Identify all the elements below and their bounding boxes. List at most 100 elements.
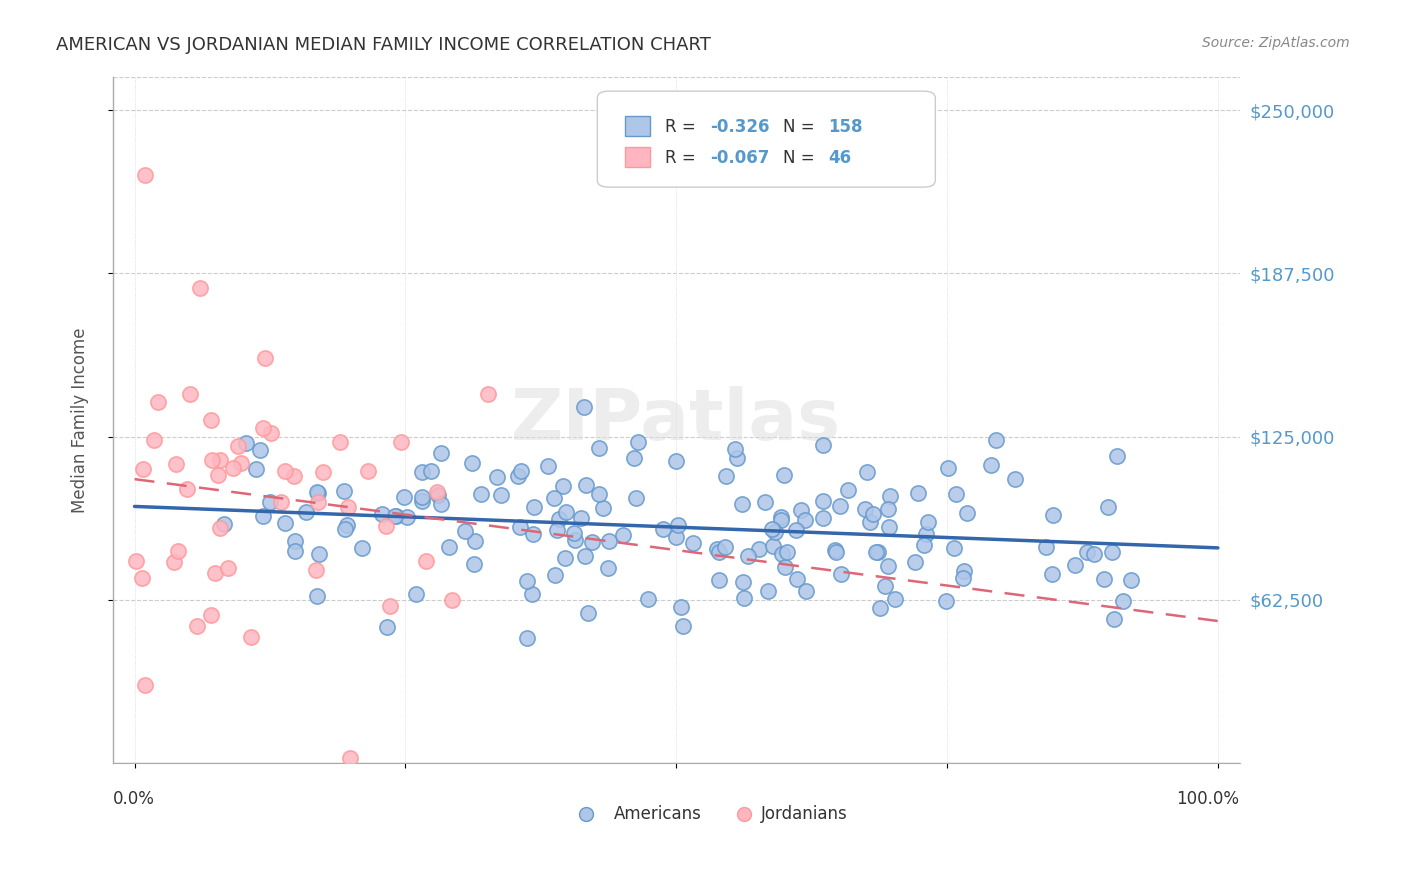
Point bbox=[763, 524, 786, 539]
Point bbox=[952, 571, 974, 585]
Point bbox=[935, 593, 957, 607]
Point bbox=[853, 502, 876, 516]
Point bbox=[943, 541, 966, 556]
Point bbox=[856, 465, 879, 479]
Point bbox=[770, 513, 793, 527]
Point bbox=[1111, 594, 1133, 608]
Point bbox=[554, 551, 576, 566]
Point bbox=[725, 450, 748, 465]
Point bbox=[869, 600, 891, 615]
Text: R =: R = bbox=[665, 149, 702, 167]
Point bbox=[336, 518, 359, 533]
Point bbox=[1101, 545, 1123, 559]
Point bbox=[578, 756, 600, 770]
Point bbox=[984, 433, 1007, 447]
Point bbox=[371, 507, 394, 521]
Point bbox=[523, 500, 546, 515]
Point bbox=[252, 508, 274, 523]
Point bbox=[877, 558, 900, 573]
Point bbox=[426, 484, 449, 499]
Point bbox=[375, 518, 398, 533]
Point bbox=[733, 575, 755, 590]
Point bbox=[598, 534, 620, 549]
Point bbox=[772, 467, 794, 482]
Point bbox=[883, 592, 905, 607]
Point bbox=[1102, 612, 1125, 626]
Point bbox=[706, 542, 728, 557]
Point bbox=[569, 511, 592, 525]
Point bbox=[790, 503, 813, 517]
Point bbox=[682, 536, 704, 550]
Point bbox=[575, 478, 598, 492]
Point bbox=[486, 470, 509, 484]
Point bbox=[522, 526, 544, 541]
Point bbox=[307, 495, 329, 509]
Point bbox=[165, 457, 187, 471]
Point bbox=[837, 483, 859, 498]
Point bbox=[824, 543, 846, 558]
Text: Source: ZipAtlas.com: Source: ZipAtlas.com bbox=[1202, 36, 1350, 50]
Point bbox=[394, 490, 416, 504]
Point bbox=[411, 493, 433, 508]
Point bbox=[588, 486, 610, 500]
Point bbox=[669, 600, 692, 615]
Point bbox=[294, 505, 316, 519]
Point bbox=[709, 573, 731, 587]
Point bbox=[724, 442, 747, 457]
Point bbox=[522, 586, 544, 600]
Point bbox=[707, 545, 730, 559]
Point bbox=[877, 520, 900, 534]
Point bbox=[411, 490, 433, 504]
Point bbox=[825, 545, 848, 559]
Point bbox=[770, 510, 793, 524]
Point bbox=[226, 439, 249, 453]
Point bbox=[1064, 558, 1087, 573]
Point bbox=[453, 524, 475, 538]
Point bbox=[917, 516, 939, 530]
Point bbox=[384, 508, 406, 523]
Point bbox=[509, 520, 531, 534]
Point bbox=[217, 560, 239, 574]
Point bbox=[253, 351, 276, 366]
Point bbox=[312, 465, 335, 479]
Point bbox=[875, 579, 897, 593]
Point bbox=[1105, 449, 1128, 463]
Text: 158: 158 bbox=[828, 118, 863, 136]
Point bbox=[877, 502, 900, 516]
Point bbox=[945, 487, 967, 501]
Point bbox=[588, 441, 610, 455]
Point bbox=[260, 425, 283, 440]
Point bbox=[329, 434, 352, 449]
Point bbox=[460, 456, 482, 470]
Point bbox=[537, 458, 560, 473]
Point bbox=[463, 557, 485, 571]
Point bbox=[592, 500, 614, 515]
Point bbox=[544, 568, 567, 582]
Point bbox=[249, 442, 271, 457]
Point bbox=[200, 608, 222, 623]
Point bbox=[134, 169, 156, 183]
Point bbox=[912, 538, 935, 552]
Point bbox=[596, 561, 619, 575]
Point bbox=[1119, 573, 1142, 587]
Point bbox=[813, 493, 835, 508]
Point bbox=[477, 386, 499, 401]
Point bbox=[731, 497, 754, 511]
Point bbox=[200, 413, 222, 427]
Point bbox=[572, 401, 595, 415]
Point bbox=[665, 530, 688, 544]
Text: -0.067: -0.067 bbox=[710, 149, 769, 167]
Point bbox=[470, 486, 492, 500]
Point bbox=[380, 599, 402, 614]
Text: AMERICAN VS JORDANIAN MEDIAN FAMILY INCOME CORRELATION CHART: AMERICAN VS JORDANIAN MEDIAN FAMILY INCO… bbox=[56, 36, 711, 54]
Point bbox=[1097, 500, 1119, 515]
Point bbox=[581, 535, 603, 549]
Text: Jordanians: Jordanians bbox=[761, 805, 848, 823]
Text: 100.0%: 100.0% bbox=[1177, 790, 1240, 808]
Point bbox=[207, 468, 229, 483]
Point bbox=[756, 584, 779, 599]
Point bbox=[907, 486, 929, 500]
Point bbox=[209, 521, 232, 535]
Point bbox=[489, 488, 512, 502]
Point bbox=[953, 564, 976, 578]
